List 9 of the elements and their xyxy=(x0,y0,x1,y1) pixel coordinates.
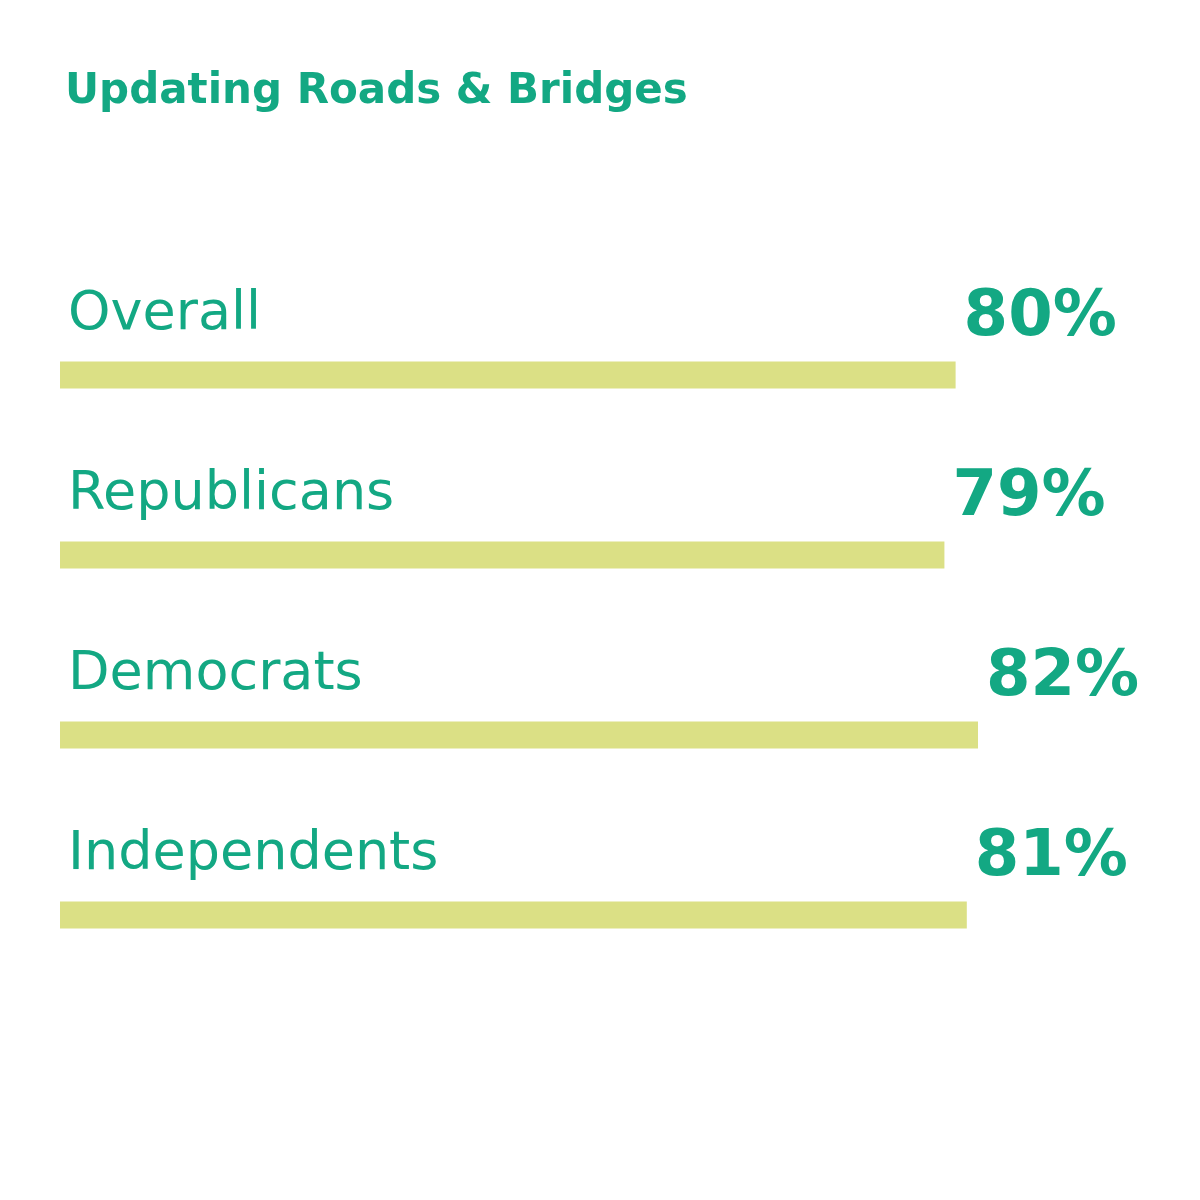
y-tick-label: Republicans xyxy=(68,458,395,522)
y-tick-label: Independents xyxy=(68,818,439,882)
y-tick-label: Overall xyxy=(68,278,261,342)
data-label: 80% xyxy=(963,276,1117,350)
data-label: 79% xyxy=(952,456,1106,530)
data-label: 82% xyxy=(986,636,1140,710)
data-label: 81% xyxy=(974,816,1128,890)
y-tick-label: Democrats xyxy=(68,638,363,702)
chart-title: Updating Roads & Bridges xyxy=(65,63,688,113)
